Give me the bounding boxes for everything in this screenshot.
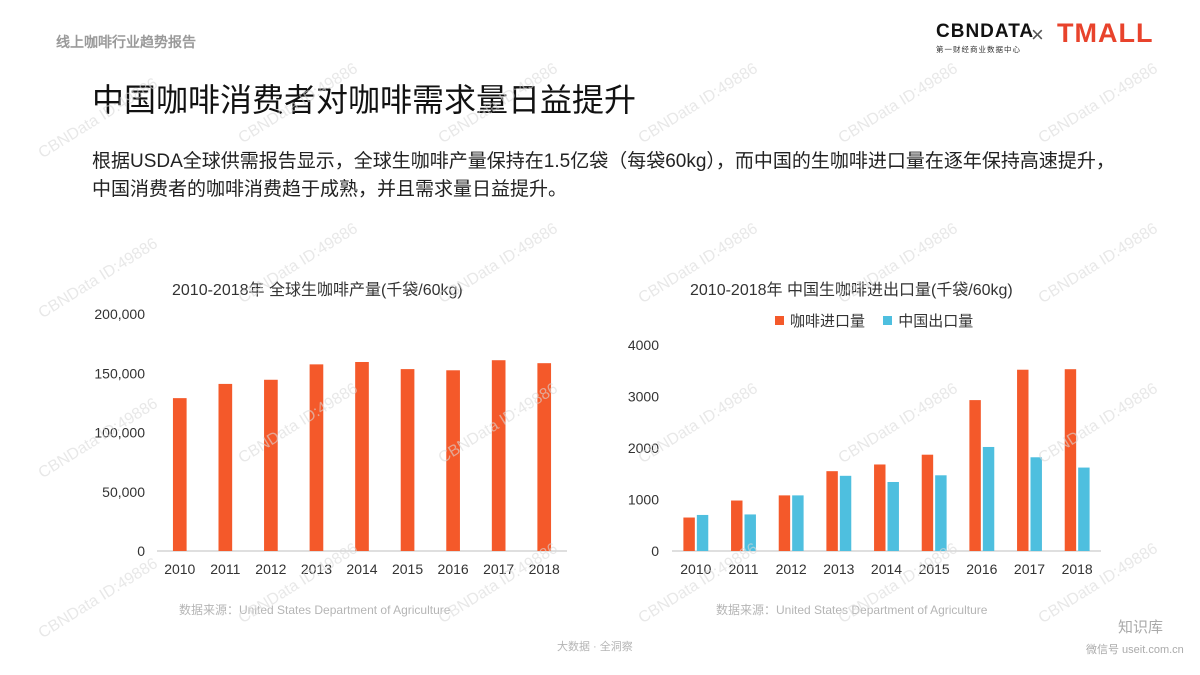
- chart1-ytick-label: 150,000: [94, 365, 145, 381]
- chart1-title: 2010-2018年 全球生咖啡产量(千袋/60kg): [172, 282, 463, 299]
- footer-slogan: 大数据 · 全洞察: [557, 641, 633, 653]
- chart2-ytick-label: 3000: [628, 389, 659, 405]
- legend-swatch-import: [775, 316, 784, 325]
- chart2-bar-import: [1064, 369, 1077, 551]
- chart2-xtick-label: 2012: [776, 561, 807, 577]
- chart1-bar: [264, 379, 278, 551]
- chart2-ytick-label: 1000: [628, 492, 659, 508]
- chart1-ytick-label: 200,000: [94, 306, 145, 322]
- legend-label-export: 中国出口量: [898, 313, 974, 330]
- chart1-xtick-label: 2010: [164, 561, 195, 577]
- chart1-xtick-label: 2011: [210, 561, 240, 577]
- chart1-ytick-label: 0: [137, 543, 145, 559]
- chart1-bar: [537, 363, 552, 551]
- chart2-source: 数据来源：United States Department of Agricul…: [716, 603, 988, 617]
- chart2-xtick-label: 2018: [1062, 561, 1093, 577]
- chart2-xtick-label: 2016: [966, 561, 997, 577]
- chart2-bar-export: [935, 475, 947, 551]
- chart2-bar-import: [921, 454, 934, 551]
- chart1-xtick-label: 2012: [255, 561, 286, 577]
- legend-swatch-export: [883, 316, 893, 325]
- chart1-xtick-label: 2017: [483, 561, 514, 577]
- chart2-bar-import: [778, 495, 791, 551]
- chart1-xtick-label: 2016: [438, 561, 469, 577]
- chart1-bar: [309, 364, 324, 551]
- chart2-xtick-label: 2013: [823, 561, 854, 577]
- chart1-ytick-label: 100,000: [94, 425, 145, 441]
- page-title: 中国咖啡消费者对咖啡需求量日益提升: [92, 82, 637, 118]
- chart2-ytick-label: 0: [651, 543, 659, 559]
- chart2-title: 2010-2018年 中国生咖啡进出口量(千袋/60kg): [690, 282, 1013, 299]
- chart2-xtick-label: 2014: [871, 561, 902, 577]
- chart2-xtick-label: 2017: [1014, 561, 1045, 577]
- chart1-ytick-label: 50,000: [102, 484, 145, 500]
- chart2-xtick-label: 2010: [680, 561, 711, 577]
- chart2-ytick-label: 2000: [628, 440, 659, 456]
- chart2-bar-import: [1017, 369, 1029, 551]
- chart2-bar-export: [1030, 457, 1042, 551]
- chart2-bar-export: [1078, 467, 1090, 551]
- report-section-label: 线上咖啡行业趋势报告: [56, 34, 196, 50]
- chart2-bar-export: [982, 446, 995, 551]
- chart2-bar-export: [744, 514, 756, 551]
- chart2-bar-import: [874, 464, 886, 551]
- legend-label-import: 咖啡进口量: [790, 313, 866, 330]
- chart1-xtick-label: 2013: [301, 561, 332, 577]
- chart1-bar: [400, 369, 415, 551]
- chart2-bar-export: [696, 514, 709, 551]
- chart2-bar-import: [969, 400, 981, 551]
- chart2-xtick-label: 2015: [919, 561, 950, 577]
- cbndata-logo-text: CBNDATA: [936, 21, 1035, 42]
- zhihu-account-name: 知识库: [1118, 619, 1164, 636]
- chart1-bar: [218, 383, 233, 551]
- chart1-xtick-label: 2015: [392, 561, 423, 577]
- chart2-xtick-label: 2011: [728, 561, 758, 577]
- chart2-legend: 咖啡进口量 中国出口量: [775, 310, 987, 331]
- chart2-bar-import: [826, 471, 838, 551]
- chart1-source: 数据来源：United States Department of Agricul…: [179, 603, 451, 617]
- chart2-bar-export: [792, 495, 804, 551]
- chart1-bar: [491, 360, 506, 551]
- cbndata-logo: CBNDATA 第一财经商业数据中心: [936, 21, 1035, 56]
- cbndata-logo-subtitle: 第一财经商业数据中心: [936, 45, 1021, 54]
- legend-item-import: 咖啡进口量: [775, 310, 865, 331]
- chart1-xtick-label: 2018: [529, 561, 560, 577]
- chart2-bar-import: [731, 500, 743, 551]
- tmall-logo: TMALL: [1057, 18, 1154, 48]
- legend-item-export: 中国出口量: [883, 310, 973, 331]
- chart2-bar-export: [887, 481, 899, 551]
- chart1-bar: [172, 398, 187, 551]
- chart1-bar: [355, 361, 369, 551]
- chart1-bar: [446, 370, 460, 551]
- zhihu-account-id: 微信号 useit.com.cn: [1086, 644, 1184, 656]
- chart2-bar-export: [839, 475, 852, 551]
- chart1-xtick-label: 2014: [346, 561, 377, 577]
- logo-separator: ×: [1031, 22, 1044, 47]
- chart2-bar-import: [683, 517, 695, 551]
- chart2-ytick-label: 4000: [628, 337, 659, 353]
- lead-paragraph: 根据USDA全球供需报告显示，全球生咖啡产量保持在1.5亿袋（每袋60kg），而…: [92, 151, 1115, 200]
